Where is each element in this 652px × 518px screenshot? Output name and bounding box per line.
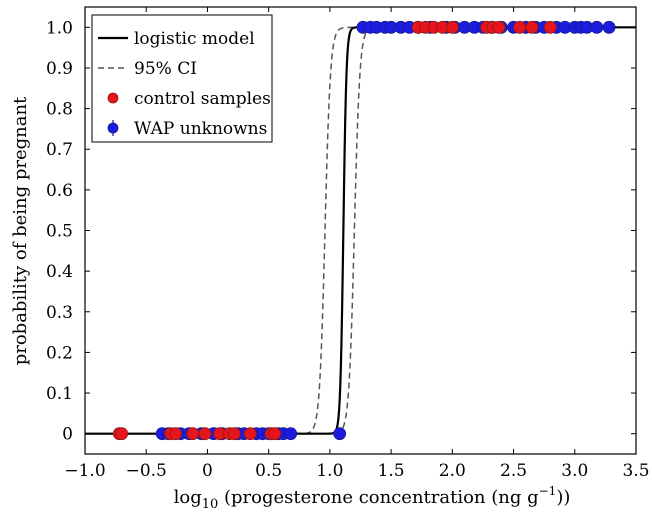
control-point bbox=[525, 20, 539, 34]
legend-label-control: control samples bbox=[134, 89, 271, 109]
x-tick-label: 3.0 bbox=[561, 461, 588, 481]
legend-marker-wap bbox=[107, 122, 119, 134]
wap-point bbox=[590, 20, 604, 34]
wap-point bbox=[284, 427, 298, 441]
x-axis-title: log10 (progesterone concentration (ng g−… bbox=[174, 484, 571, 512]
x-tick-label: 2.5 bbox=[500, 461, 527, 481]
y-tick-label: 0.5 bbox=[46, 222, 73, 242]
x-tick-label: 0.5 bbox=[255, 461, 282, 481]
x-axis: −1.0 −0.5 0 0.5 1.0 1.5 2.0 2.5 3.0 3.5 bbox=[64, 7, 650, 481]
y-tick-label: 0.3 bbox=[46, 303, 73, 323]
y-tick-label: 0 bbox=[62, 425, 73, 445]
control-point bbox=[115, 427, 129, 441]
x-axis-title-end: )) bbox=[556, 487, 570, 508]
x-tick-label: 1.0 bbox=[316, 461, 343, 481]
control-point bbox=[513, 20, 527, 34]
control-point bbox=[445, 20, 459, 34]
x-tick-label: 3.5 bbox=[622, 461, 649, 481]
wap-point bbox=[333, 427, 347, 441]
x-tick-label: −1.0 bbox=[64, 461, 105, 481]
y-tick-label: 0.4 bbox=[46, 262, 73, 282]
x-tick-label: 2.0 bbox=[439, 461, 466, 481]
y-tick-label: 0.6 bbox=[46, 181, 73, 201]
y-tick-label: 0.2 bbox=[46, 343, 73, 363]
control-point bbox=[543, 20, 557, 34]
wap-point bbox=[602, 20, 616, 34]
y-axis-title: probability of being pregnant bbox=[10, 96, 31, 365]
y-axis: 0 0.1 0.2 0.3 0.4 0.5 0.6 0.7 0.8 0.9 1.0 bbox=[46, 18, 636, 445]
data-points bbox=[112, 20, 616, 441]
legend-box bbox=[91, 14, 273, 143]
y-tick-label: 1.0 bbox=[46, 18, 73, 38]
control-point bbox=[243, 427, 257, 441]
control-point bbox=[268, 427, 282, 441]
legend-label-model: logistic model bbox=[134, 29, 255, 49]
x-axis-title-rest: (progesterone concentration (ng g bbox=[218, 487, 538, 508]
y-tick-label: 0.8 bbox=[46, 100, 73, 120]
x-axis-title-sub: 10 bbox=[202, 497, 219, 512]
control-point bbox=[169, 427, 183, 441]
x-tick-label: 0 bbox=[202, 461, 213, 481]
x-axis-title-sup: −1 bbox=[539, 484, 557, 498]
legend-label-wap: WAP unknowns bbox=[134, 119, 267, 139]
x-tick-label: 1.5 bbox=[378, 461, 405, 481]
control-point bbox=[492, 20, 506, 34]
legend: logistic model 95% CI control samples WA… bbox=[91, 14, 273, 143]
y-tick-label: 0.9 bbox=[46, 59, 73, 79]
control-point bbox=[198, 427, 212, 441]
x-axis-title-main: log bbox=[174, 487, 202, 508]
x-tick-label: −0.5 bbox=[126, 461, 167, 481]
y-tick-label: 0.1 bbox=[46, 384, 73, 404]
y-tick-label: 0.7 bbox=[46, 140, 73, 160]
control-point bbox=[186, 427, 200, 441]
control-point bbox=[227, 427, 241, 441]
legend-marker-control bbox=[107, 92, 119, 104]
legend-label-ci: 95% CI bbox=[134, 59, 197, 79]
